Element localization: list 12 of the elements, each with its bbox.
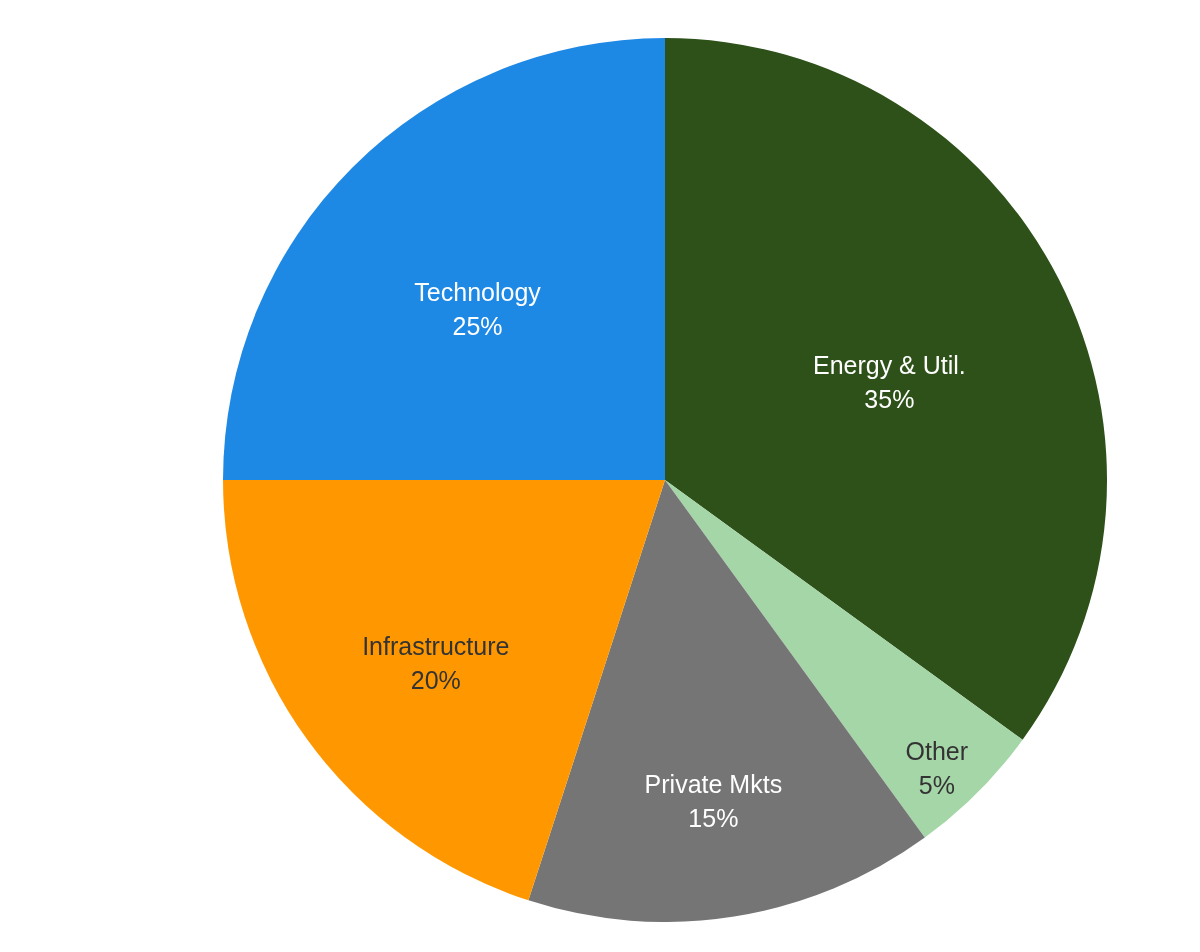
data-label: 20%: [410, 665, 461, 694]
slice-label: Energy & Util.: [812, 350, 966, 379]
data-label: 5%: [918, 770, 955, 799]
slice-label: Infrastructure: [362, 631, 510, 660]
data-label: 15%: [688, 804, 739, 833]
slice-label: Technology: [414, 277, 542, 306]
data-label: 25%: [452, 311, 503, 340]
pie-slice: [223, 38, 665, 480]
pie-slice: [665, 38, 1107, 740]
slice-label: Private Mkts: [644, 770, 783, 799]
data-label: 35%: [864, 384, 915, 413]
slice-label: Other: [905, 736, 969, 765]
